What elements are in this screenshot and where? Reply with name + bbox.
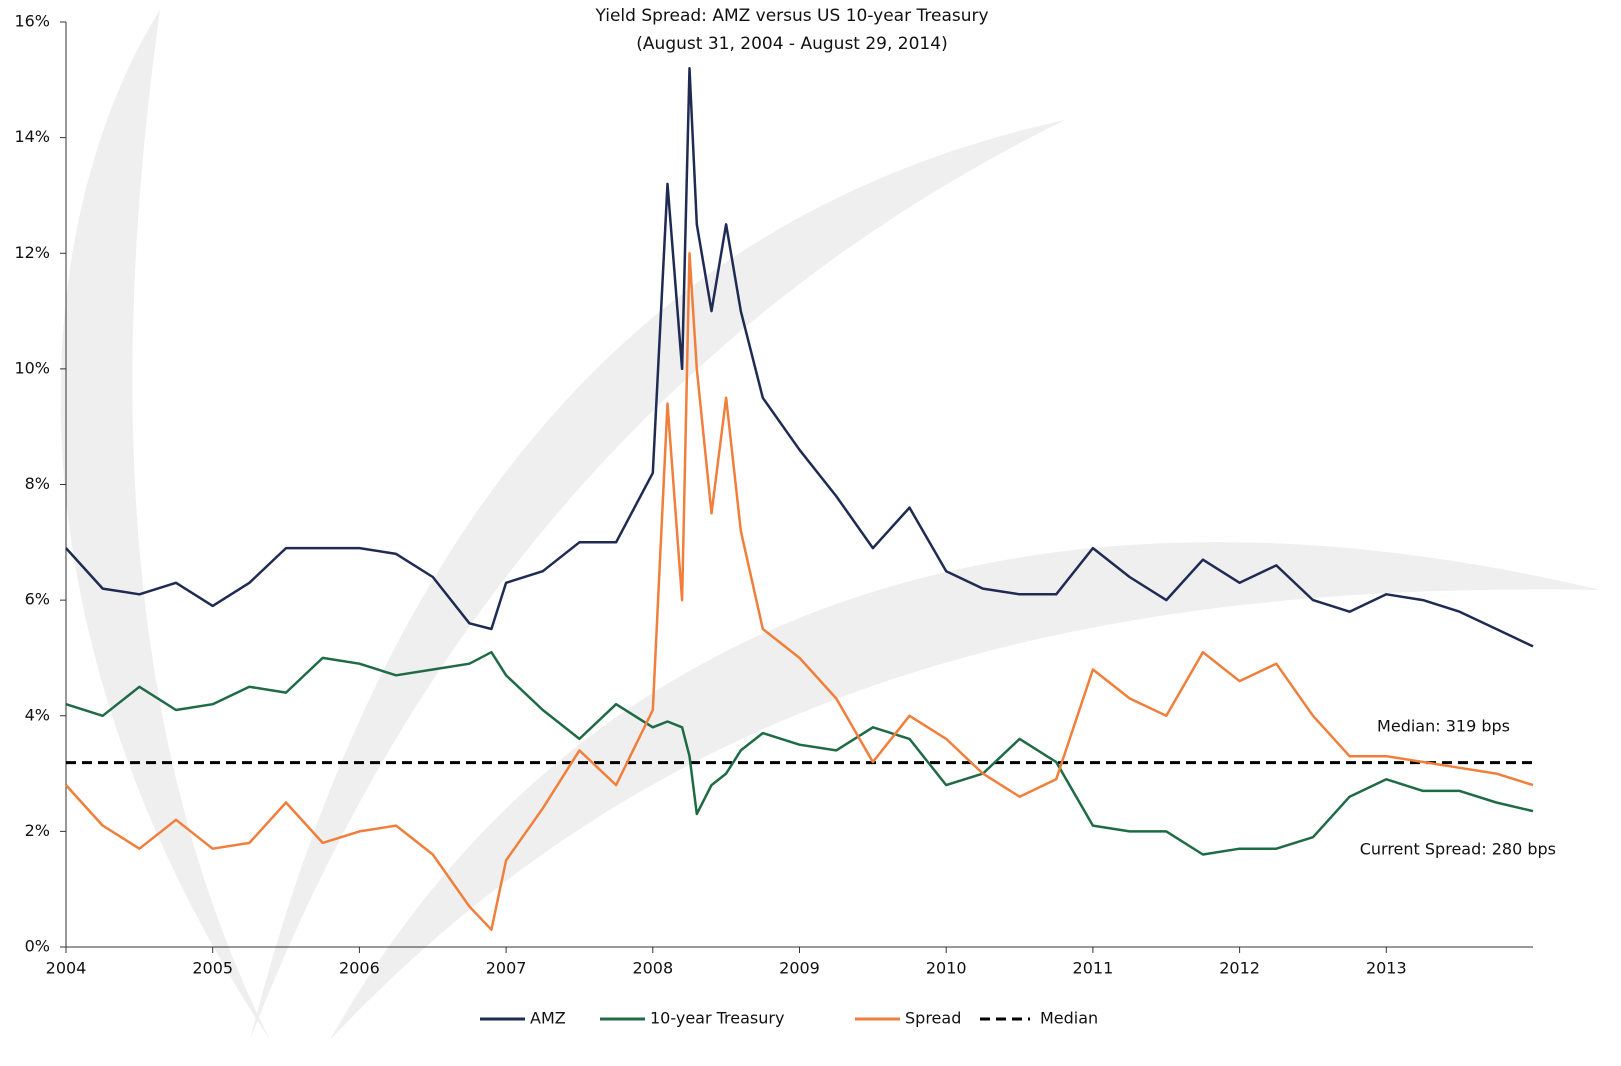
y-tick-label: 6% <box>25 590 50 609</box>
watermark <box>61 10 1600 1040</box>
y-tick-label: 12% <box>14 243 50 262</box>
y-tick-label: 2% <box>25 821 50 840</box>
x-tick-label: 2005 <box>192 959 233 978</box>
y-tick-label: 4% <box>25 705 50 724</box>
y-tick-label: 16% <box>14 12 50 31</box>
chart-title: Yield Spread: AMZ versus US 10-year Trea… <box>594 6 988 26</box>
x-tick-label: 2012 <box>1219 959 1260 978</box>
chart: Yield Spread: AMZ versus US 10-year Trea… <box>0 0 1621 1066</box>
x-tick-label: 2004 <box>46 959 87 978</box>
page: Yield Spread: AMZ versus US 10-year Trea… <box>0 0 1621 1066</box>
x-tick-label: 2010 <box>926 959 967 978</box>
chart-subtitle: (August 31, 2004 - August 29, 2014) <box>636 34 947 54</box>
watermark-shape <box>61 10 270 1040</box>
x-tick-label: 2008 <box>632 959 673 978</box>
y-tick-label: 0% <box>25 937 50 956</box>
legend-label: Median <box>1040 1009 1098 1028</box>
x-tick-label: 2009 <box>779 959 820 978</box>
y-tick-label: 8% <box>25 474 50 493</box>
x-tick-label: 2006 <box>339 959 380 978</box>
median-annotation: Median: 319 bps <box>1377 717 1510 736</box>
y-tick-label: 14% <box>14 127 50 146</box>
current-spread-annotation: Current Spread: 280 bps <box>1360 840 1556 859</box>
y-tick-label: 10% <box>14 358 50 377</box>
x-tick-label: 2007 <box>486 959 527 978</box>
x-tick-label: 2013 <box>1366 959 1407 978</box>
x-tick-label: 2011 <box>1073 959 1114 978</box>
legend-label: 10-year Treasury <box>650 1009 784 1028</box>
legend-label: AMZ <box>530 1009 566 1028</box>
legend-label: Spread <box>905 1009 961 1028</box>
